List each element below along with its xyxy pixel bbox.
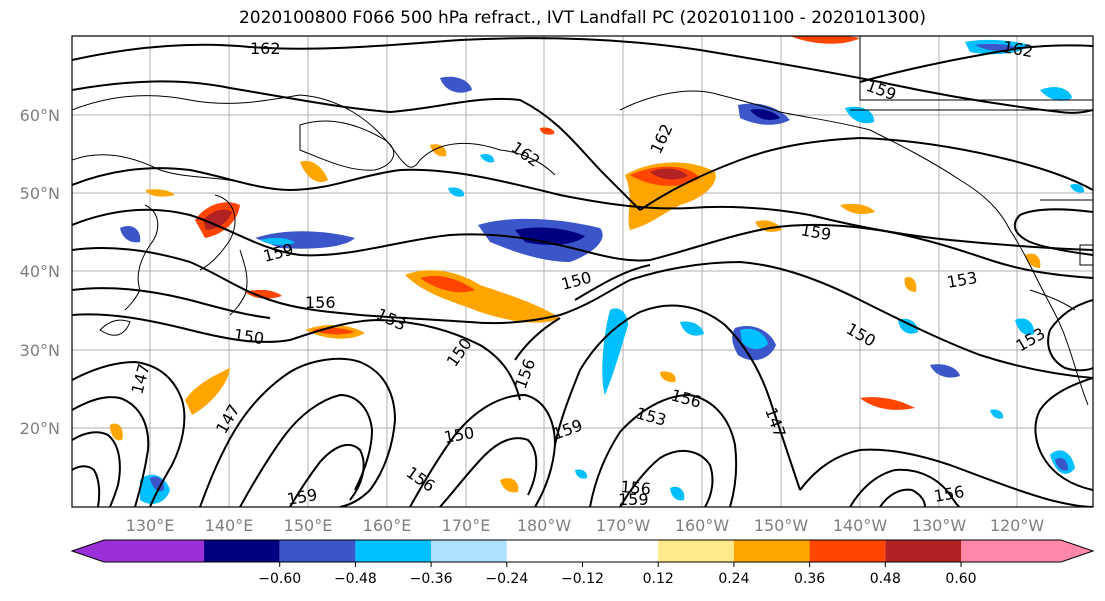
colorbar-tick-label: 0.36 <box>794 571 825 587</box>
colorbar-tick-label: −0.48 <box>334 571 377 587</box>
lon-label: 180°W <box>517 516 572 535</box>
lat-label: 30°N <box>20 341 60 360</box>
colorbar-ticks: −0.60 −0.48 −0.36 −0.24 −0.12 0.12 0.24 0.36 0.4… <box>258 562 977 587</box>
lat-label: 50°N <box>20 184 60 203</box>
lat-label: 20°N <box>20 419 60 438</box>
contour-label: 159 <box>618 490 649 509</box>
longitude-labels: 130°E 140°E 150°E 160°E 170°E 180°W 170°… <box>126 516 1045 535</box>
colorbar-tick-label: 0.12 <box>643 571 674 587</box>
lon-label: 160°W <box>675 516 730 535</box>
lat-label: 60°N <box>20 106 60 125</box>
colorbar-segment <box>582 540 659 562</box>
colorbar-segment <box>961 540 1093 562</box>
colorbar-segment <box>431 540 507 562</box>
lon-label: 150°E <box>284 516 333 535</box>
lon-label: 150°W <box>754 516 809 535</box>
lon-label: 170°W <box>596 516 651 535</box>
colorbar-tick-label: −0.60 <box>258 571 301 587</box>
colorbar-segment <box>355 540 432 562</box>
latitude-labels: 60°N 50°N 40°N 30°N 20°N <box>20 106 60 438</box>
contour-label: 159 <box>285 485 318 509</box>
lon-label: 170°E <box>442 516 491 535</box>
colorbar-tick-label: 0.60 <box>945 571 976 587</box>
coastlines <box>72 36 1093 406</box>
colorbar-tick-label: −0.12 <box>561 571 604 587</box>
contour-label: 150 <box>232 325 265 348</box>
colorbar-tick-label: 0.48 <box>870 571 901 587</box>
colorbar-tick-label: 0.24 <box>718 571 749 587</box>
contour-label: 162 <box>250 39 281 58</box>
colorbar-segment <box>658 540 734 562</box>
colorbar-tick-label: −0.24 <box>485 571 528 587</box>
lon-label: 160°E <box>363 516 412 535</box>
contour-label: 156 <box>620 477 652 499</box>
colorbar <box>70 539 1095 563</box>
colorbar-segment <box>506 540 583 562</box>
map-border <box>71 35 1094 508</box>
lon-label: 140°W <box>833 516 888 535</box>
lon-label: 130°W <box>912 516 967 535</box>
map-title: 2020100800 F066 500 hPa refract., IVT La… <box>238 8 926 28</box>
lon-label: 120°W <box>990 516 1045 535</box>
colorbar-tick-label: −0.36 <box>410 571 453 587</box>
colorbar-segment <box>279 540 356 562</box>
colorbar-segment <box>885 540 961 562</box>
lon-label: 130°E <box>126 516 175 535</box>
colorbar-segment <box>809 540 886 562</box>
colorbar-outline <box>70 539 1095 563</box>
lat-label: 40°N <box>20 262 60 281</box>
colorbar-segment <box>204 540 280 562</box>
contour-label: 156 <box>305 293 336 312</box>
gridlines <box>72 36 1093 507</box>
colorbar-segment <box>733 540 810 562</box>
colorbar-segment <box>72 540 204 562</box>
height-contours <box>72 37 1093 507</box>
lon-label: 140°E <box>205 516 254 535</box>
